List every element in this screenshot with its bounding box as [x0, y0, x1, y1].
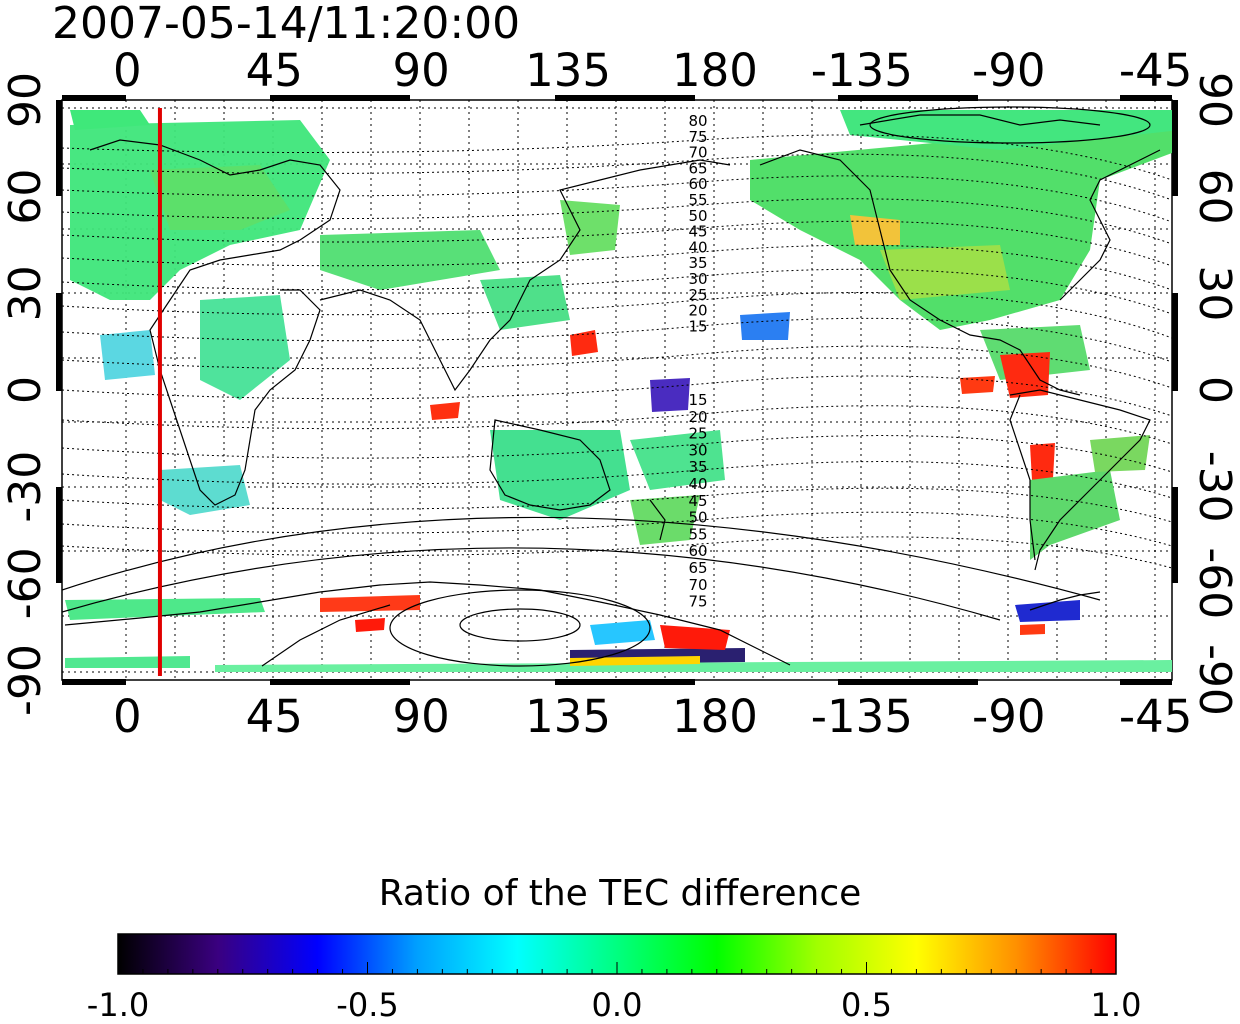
contour-label-north-7: 45 — [688, 223, 707, 241]
contour-label-south-7: 50 — [688, 509, 707, 527]
left-lat-label-3: 0 — [0, 376, 51, 404]
contour-label-north-10: 30 — [688, 270, 707, 288]
south-pole-contours — [62, 106, 1151, 667]
right-lat-label-3: 0 — [1189, 376, 1240, 404]
top-lon-label-2: 90 — [392, 44, 449, 97]
colorbar-label-0: -1.0 — [87, 986, 149, 1024]
bottom-lon-label-1: 45 — [246, 690, 303, 743]
contour-label-south-0: 15 — [688, 391, 707, 409]
contour-label-north-0: 80 — [688, 112, 707, 130]
colorbar-label-1: -0.5 — [336, 986, 398, 1024]
top-lon-label-6: -90 — [972, 44, 1046, 97]
contour-label-south-12: 75 — [688, 593, 707, 611]
map-title: 2007-05-14/11:20:00 — [52, 0, 521, 49]
colorbar-title: Ratio of the TEC difference — [378, 873, 862, 914]
left-lat-label-5: -60 — [0, 547, 51, 619]
contour-label-north-2: 70 — [688, 144, 707, 162]
top-lon-label-4: 180 — [672, 44, 758, 97]
left-latitude-labels: 90 60 30 0 -30 -60 -90 — [0, 72, 51, 716]
contour-label-south-3: 30 — [688, 441, 707, 459]
left-lat-label-1: 60 — [0, 169, 51, 225]
colorbar-label-3: 0.5 — [841, 986, 892, 1024]
bottom-lon-label-2: 90 — [392, 690, 449, 743]
top-lon-label-1: 45 — [246, 44, 303, 97]
coastlines — [64, 114, 1161, 667]
top-longitude-labels: 0 45 90 135 180 -135 -90 -45 — [113, 44, 1192, 97]
right-lat-label-6: -90 — [1189, 644, 1240, 716]
colorbar-tick-labels: -1.0 -0.5 0.0 0.5 1.0 — [87, 986, 1142, 1024]
top-lon-label-5: -135 — [811, 44, 913, 97]
contour-label-north-4: 60 — [688, 175, 707, 193]
frame-border-bars — [56, 95, 1178, 685]
left-lat-label-2: 30 — [0, 265, 51, 321]
right-lat-label-2: 30 — [1189, 265, 1240, 321]
contour-label-south-11: 70 — [688, 576, 707, 594]
right-lat-label-1: 60 — [1189, 169, 1240, 225]
contour-label-north-3: 65 — [688, 159, 707, 177]
bottom-lon-label-3: 135 — [525, 690, 611, 743]
contour-label-north-12: 20 — [688, 302, 707, 320]
contour-label-north-8: 40 — [688, 238, 707, 256]
contour-label-north-11: 25 — [688, 286, 707, 304]
colorbar-ticks — [117, 962, 1117, 974]
contour-label-north-6: 50 — [688, 207, 707, 225]
contour-label-south-8: 55 — [688, 525, 707, 543]
colorbar-label-2: 0.0 — [592, 986, 643, 1024]
left-lat-label-4: -30 — [0, 451, 51, 523]
colorbar-label-4: 1.0 — [1091, 986, 1142, 1024]
contour-label-south-2: 25 — [688, 425, 707, 443]
right-lat-label-4: -30 — [1189, 451, 1240, 523]
contour-label-south-5: 40 — [688, 475, 707, 493]
left-lat-label-0: 90 — [0, 72, 51, 128]
bottom-lon-label-0: 0 — [113, 690, 142, 743]
right-lat-label-5: -60 — [1189, 547, 1240, 619]
magnetic-latitude-contours — [62, 134, 1172, 569]
bottom-lon-label-6: -90 — [972, 690, 1046, 743]
bottom-lon-label-5: -135 — [811, 690, 913, 743]
left-lat-label-6: -90 — [0, 644, 51, 716]
top-lon-label-0: 0 — [113, 44, 142, 97]
contour-label-south-4: 35 — [688, 458, 707, 476]
contour-label-north-13: 15 — [688, 317, 707, 335]
right-latitude-labels: 90 60 30 0 -30 -60 -90 — [1189, 72, 1240, 716]
top-lon-label-7: -45 — [1119, 44, 1193, 97]
contour-label-north-5: 55 — [688, 191, 707, 209]
contour-label-south-10: 65 — [688, 559, 707, 577]
contour-label-north-9: 35 — [688, 254, 707, 272]
bottom-longitude-labels: 0 45 90 135 180 -135 -90 -45 — [113, 690, 1192, 743]
right-lat-label-0: 90 — [1189, 72, 1240, 128]
contour-label-south-6: 45 — [688, 492, 707, 510]
contour-label-north-1: 75 — [688, 128, 707, 146]
bottom-lon-label-7: -45 — [1119, 690, 1193, 743]
tec-data-patches — [65, 110, 1172, 672]
bottom-lon-label-4: 180 — [672, 690, 758, 743]
top-lon-label-3: 135 — [525, 44, 611, 97]
contour-label-south-1: 20 — [688, 408, 707, 426]
contour-label-south-9: 60 — [688, 542, 707, 560]
